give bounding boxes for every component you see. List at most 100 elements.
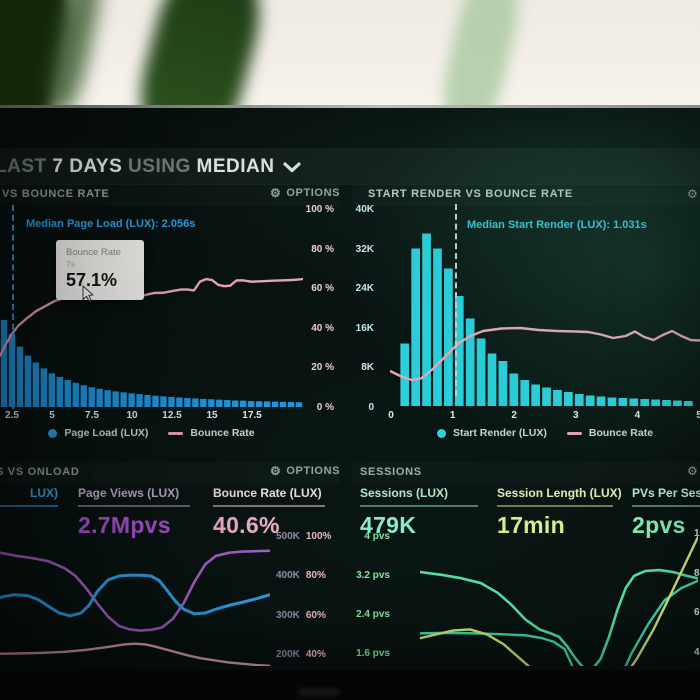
options-button-onload[interactable]: ⚙ OPTIONS: [270, 465, 340, 477]
time-range-selector[interactable]: LAST 7 DAYS USING MEDIAN: [0, 148, 700, 185]
gear-icon: ⚙: [687, 187, 698, 201]
stat-onload: LUX): [0, 486, 58, 507]
legend-item[interactable]: Page Load (LUX): [48, 427, 148, 439]
panel-title-onload: S VS ONLOAD: [0, 466, 80, 478]
x-tick: 2: [511, 410, 517, 421]
y-tick: 1: [694, 528, 700, 539]
stat-value: 2.7Mpvs: [78, 512, 171, 538]
y-tick-k: 200K: [275, 648, 300, 660]
y-tick: 8: [694, 567, 700, 579]
dashboard-screen: LAST 7 DAYS USING MEDIAN VS BOUNCE RATE …: [0, 108, 700, 670]
x-tick: 3: [573, 410, 579, 421]
x-tick: 15: [206, 410, 218, 421]
x-tick: 5: [49, 410, 55, 421]
y-tick: 8K: [361, 362, 374, 374]
monitor-bottom-bezel: [0, 670, 700, 700]
legend-item[interactable]: Bounce Rate: [168, 427, 255, 439]
median-label-start-render: Median Start Render (LUX): 1.031s: [467, 219, 647, 231]
y-axis-right-page-load: 100 % 80 % 60 % 40 % 20 % 0 %: [292, 204, 334, 413]
y-tick: 4: [694, 646, 700, 658]
y-tick: 4 pvs: [364, 531, 390, 542]
y-tick: 100 %: [305, 204, 334, 215]
x-tick: 0: [388, 410, 394, 421]
y-axis-left-sessions: 4 pvs 3.2 pvs 2.4 pvs 1.6 pvs: [348, 531, 390, 659]
median-label-page-load: Median Page Load (LUX): 2.056s: [26, 218, 196, 230]
chevron-down-icon: [283, 162, 302, 173]
x-tick: 17.5: [242, 410, 262, 421]
legend-item[interactable]: Bounce Rate: [566, 427, 653, 439]
y-axis-left-start-render: 40K 32K 24K 16K 8K 0: [340, 204, 374, 413]
y-tick: 1.6 pvs: [356, 648, 390, 659]
x-tick: 2.5: [5, 410, 19, 421]
sessions-chart[interactable]: [420, 534, 698, 666]
x-tick: 4: [634, 410, 641, 421]
chart-tooltip: Bounce Rate 7s 57.1%: [56, 240, 144, 300]
time-range-prefix: LAST: [0, 155, 53, 177]
y-tick: 6: [694, 607, 700, 619]
stat-value: 2pvs: [632, 512, 686, 538]
series-line-icon: [566, 431, 582, 435]
y-tick: 24K: [355, 283, 374, 295]
series-dot-icon: [436, 428, 446, 438]
time-range-metric: MEDIAN: [196, 155, 275, 177]
onload-chart[interactable]: [0, 534, 270, 666]
stat-label: PVs Per Session: [632, 486, 700, 507]
start-render-chart[interactable]: [390, 206, 700, 406]
gear-icon: ⚙: [687, 464, 698, 478]
y-tick-k: 500K: [275, 531, 300, 542]
series-line-icon: [168, 431, 184, 435]
stat-bounce-rate: Bounce Rate (LUX) 40.6%: [213, 486, 325, 539]
page-load-chart[interactable]: [0, 209, 303, 407]
options-button-start-render[interactable]: ⚙: [687, 188, 698, 200]
stat-pvs-per-session: PVs Per Session 2pvs: [632, 486, 700, 539]
tooltip-series: Bounce Rate: [66, 247, 121, 258]
stat-label: Session Length (LUX): [497, 486, 622, 507]
panel-title-page-load: VS BOUNCE RATE: [2, 188, 110, 200]
legend-item[interactable]: Start Render (LUX): [436, 427, 547, 439]
monitor-top-edge: [0, 105, 700, 108]
stat-session-length: Session Length (LUX) 17min: [497, 486, 622, 539]
legend-label: Start Render (LUX): [452, 427, 547, 439]
x-axis-page-load: 2.5 5 7.5 10 12.5 15 17.5: [0, 410, 270, 421]
stat-sessions: Sessions (LUX) 479K: [360, 486, 478, 539]
stat-value: 17min: [497, 512, 565, 538]
y-tick-pct: 60%: [305, 609, 326, 621]
mouse-cursor-icon: [82, 285, 94, 302]
y-tick: 3.2 pvs: [356, 570, 390, 581]
series-dot-icon: [48, 428, 58, 438]
plant-leaf: [127, 0, 273, 106]
median-line-start-render: [455, 204, 457, 396]
stat-label: Sessions (LUX): [360, 486, 478, 507]
y-axis-right-onload: 500K 100% 400K 80% 300K 60% 200K 40%: [268, 531, 334, 660]
legend-label: Bounce Rate: [190, 427, 255, 439]
stat-label: Bounce Rate (LUX): [213, 486, 325, 507]
gear-icon: ⚙: [270, 186, 282, 200]
stat-page-views: Page Views (LUX) 2.7Mpvs: [78, 486, 190, 539]
x-tick: 7.5: [85, 410, 99, 421]
plant-leaf: [434, 0, 528, 106]
options-button-sessions[interactable]: ⚙: [687, 465, 698, 477]
time-range-using: USING: [122, 155, 197, 177]
y-tick: 0: [368, 401, 374, 413]
y-tick-k: 300K: [275, 609, 300, 621]
y-tick: 60 %: [311, 283, 334, 295]
panel-title-sessions: SESSIONS: [360, 466, 422, 478]
stat-value: 40.6%: [213, 512, 280, 538]
x-tick: 12.5: [162, 410, 182, 421]
stat-label: Page Views (LUX): [78, 486, 190, 507]
y-tick: 16K: [355, 322, 374, 334]
background-wall: [0, 0, 700, 106]
y-tick: 20 %: [311, 362, 334, 374]
time-range-days: 7 DAYS: [52, 155, 123, 177]
y-tick: 0 %: [316, 401, 334, 413]
options-button-page-load[interactable]: ⚙ OPTIONS: [270, 187, 340, 199]
legend-start-render: Start Render (LUX) Bounce Rate: [390, 427, 700, 439]
y-tick: 40 %: [311, 322, 334, 334]
panel-title-start-render: START RENDER VS BOUNCE RATE: [368, 188, 573, 200]
stat-label: LUX): [0, 486, 58, 507]
stat-value: 479K: [360, 512, 417, 538]
y-tick-pct: 80%: [305, 570, 326, 582]
y-tick: 40K: [355, 204, 374, 215]
y-tick: 2.4 pvs: [356, 609, 390, 620]
tooltip-value: 57.1%: [66, 269, 118, 290]
